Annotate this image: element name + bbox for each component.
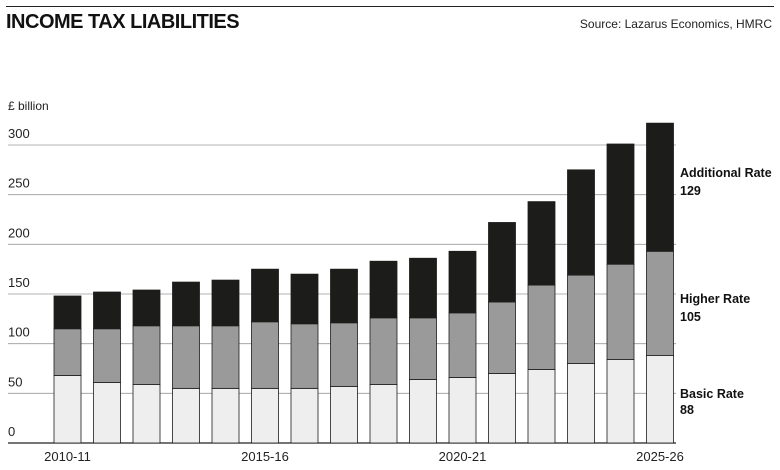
bar-segment-basic-rate (290, 387, 319, 444)
bar-segment-higher-rate (290, 323, 319, 389)
bar-segment-higher-rate (53, 328, 82, 376)
bar-segment-basic-rate (567, 363, 595, 444)
bar-segment-higher-rate (606, 263, 635, 360)
y-tick-label: 300 (8, 126, 30, 141)
y-tick-label: 100 (8, 325, 30, 340)
x-tick-label: 2025-26 (636, 449, 684, 464)
bar-segment-higher-rate (330, 322, 358, 387)
bar-segment-higher-rate (646, 250, 674, 356)
bar-segment-basic-rate (369, 383, 398, 444)
y-tick-label: 50 (8, 374, 22, 389)
bar-segment-higher-rate (251, 321, 279, 389)
y-tick-label: 250 (8, 176, 30, 191)
bar-segment-additional-rate (527, 201, 556, 286)
bar-segment-basic-rate (251, 387, 279, 444)
bar-segment-higher-rate (448, 312, 477, 378)
bar-segment-additional-rate (488, 222, 516, 303)
source-note: Source: Lazarus Economics, HMRC (579, 17, 772, 31)
bar-segment-additional-rate (53, 295, 82, 330)
legend-label: Basic Rate (680, 387, 744, 401)
bar-segment-basic-rate (172, 387, 200, 444)
bar-segment-additional-rate (290, 273, 319, 325)
x-tick-label: 2015-16 (241, 449, 289, 464)
y-tick-label: 200 (8, 225, 30, 240)
y-tick-label: 150 (8, 275, 30, 290)
bar-segment-additional-rate (567, 169, 595, 276)
bar-segment-additional-rate (172, 281, 200, 327)
bar-segment-additional-rate (211, 279, 240, 327)
bar-segment-basic-rate (132, 383, 161, 444)
legend-value: 88 (680, 403, 694, 417)
bar-segment-higher-rate (211, 325, 240, 389)
bar-segment-higher-rate (93, 328, 121, 383)
bar-segment-higher-rate (369, 317, 398, 385)
legend-value: 129 (680, 184, 701, 198)
bar-segment-additional-rate (330, 268, 358, 324)
y-axis-unit-label: £ billion (8, 99, 49, 113)
bar-segment-basic-rate (646, 355, 674, 444)
x-tick-label: 2010-11 (44, 449, 91, 464)
bar-segment-additional-rate (369, 260, 398, 319)
bar-segment-basic-rate (527, 369, 556, 444)
bar-segment-higher-rate (172, 325, 200, 389)
bar-segment-basic-rate (606, 359, 635, 444)
bar-segment-additional-rate (409, 257, 437, 319)
bar-segment-additional-rate (251, 268, 279, 323)
bar-segment-higher-rate (488, 301, 516, 374)
bar-segment-basic-rate (53, 375, 82, 444)
x-tick-label: 2020-21 (439, 449, 487, 464)
legend-label: Higher Rate (680, 292, 750, 306)
bar-segment-higher-rate (409, 317, 437, 380)
bar-segment-higher-rate (527, 284, 556, 370)
bar-segment-higher-rate (567, 274, 595, 364)
bar-segment-additional-rate (606, 143, 635, 265)
bar-segment-basic-rate (93, 382, 121, 444)
chart-title: INCOME TAX LIABILITIES (6, 11, 240, 33)
bar-segment-additional-rate (93, 291, 121, 330)
bar-segment-basic-rate (211, 387, 240, 444)
bar-segment-additional-rate (646, 122, 674, 252)
y-tick-label: 0 (8, 424, 15, 439)
bar-segment-basic-rate (488, 373, 516, 444)
bar-segment-basic-rate (330, 385, 358, 444)
legend-label: Additional Rate (680, 166, 772, 180)
bar-segment-additional-rate (448, 250, 477, 314)
bar-segment-basic-rate (409, 379, 437, 444)
legend-value: 105 (680, 310, 701, 324)
bar-segment-higher-rate (132, 325, 161, 385)
bar-segment-basic-rate (448, 377, 477, 444)
bar-segment-additional-rate (132, 289, 161, 327)
top-rule (6, 6, 774, 7)
